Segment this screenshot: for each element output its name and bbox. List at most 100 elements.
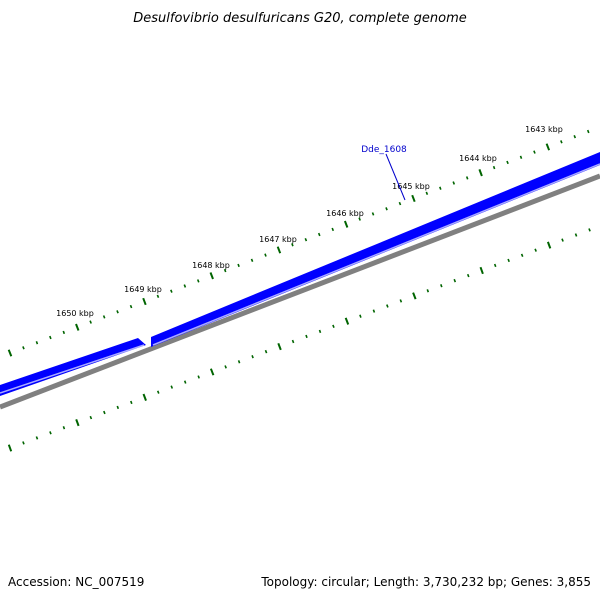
outer-tick-minor bbox=[291, 243, 294, 247]
inner-tick-minor bbox=[332, 324, 335, 328]
tick-label: 1647 kbp bbox=[259, 235, 297, 244]
outer-tick-major bbox=[343, 220, 349, 228]
inner-tick-minor bbox=[359, 314, 362, 318]
outer-tick-minor bbox=[358, 217, 361, 221]
gene-label-leader bbox=[385, 153, 406, 201]
map-title: Desulfovibrio desulfuricans G20, complet… bbox=[133, 11, 467, 26]
inner-tick-minor bbox=[224, 365, 227, 369]
outer-tick-major bbox=[478, 169, 483, 177]
outer-tick-minor bbox=[196, 279, 200, 283]
inner-tick-major bbox=[142, 393, 147, 401]
genome-backbone bbox=[0, 173, 600, 410]
accession-text: Accession: NC_007519 bbox=[8, 575, 144, 589]
inner-tick-minor bbox=[62, 426, 66, 430]
inner-tick-minor bbox=[399, 299, 403, 303]
outer-tick-minor bbox=[304, 238, 308, 242]
tick-label: 1646 kbp bbox=[326, 209, 364, 218]
inner-tick-minor bbox=[305, 334, 308, 339]
inner-tick-minor bbox=[493, 263, 497, 268]
tick-label: 1643 kbp bbox=[525, 125, 563, 134]
inner-tick-minor bbox=[264, 349, 268, 354]
outer-tick-minor bbox=[129, 304, 133, 309]
outer-tick-minor bbox=[560, 140, 563, 144]
inner-tick-minor bbox=[49, 431, 52, 435]
outer-tick-major bbox=[209, 272, 214, 280]
inner-tick-minor bbox=[318, 329, 322, 334]
outer-tick-minor bbox=[183, 284, 187, 288]
tick-label: 1649 kbp bbox=[124, 285, 162, 294]
inner-tick-minor bbox=[440, 284, 443, 288]
outer-tick-minor bbox=[465, 176, 469, 180]
outer-tick-ruler bbox=[7, 129, 590, 357]
inner-tick-major bbox=[546, 241, 552, 249]
outer-tick-major bbox=[276, 246, 282, 254]
outer-tick-minor bbox=[22, 346, 25, 350]
gene-feature-left[interactable] bbox=[0, 338, 146, 396]
outer-tick-minor bbox=[116, 310, 119, 314]
gene-feature-dde-1608[interactable] bbox=[151, 152, 600, 347]
gene-highlight-right bbox=[152, 163, 600, 346]
inner-tick-minor bbox=[237, 360, 241, 364]
outer-tick-minor bbox=[439, 186, 442, 190]
inner-tick-minor bbox=[291, 339, 295, 344]
outer-tick-minor bbox=[264, 253, 267, 257]
outer-tick-minor bbox=[317, 232, 321, 237]
outer-tick-minor bbox=[506, 160, 509, 165]
inner-tick-minor bbox=[183, 380, 187, 384]
inner-tick-minor bbox=[35, 436, 39, 440]
outer-tick-minor bbox=[452, 181, 456, 185]
outer-tick-minor bbox=[586, 129, 590, 134]
outer-tick-major bbox=[545, 143, 551, 151]
outer-tick-minor bbox=[237, 263, 240, 268]
inner-tick-major bbox=[479, 266, 484, 275]
tick-labels: 1643 kbp 1644 kbp 1645 kbp 1646 kbp 1647 kbp… bbox=[56, 125, 563, 318]
inner-tick-minor bbox=[89, 415, 93, 420]
outer-tick-minor bbox=[102, 315, 106, 319]
inner-tick-minor bbox=[103, 410, 106, 415]
inner-tick-minor bbox=[453, 278, 457, 283]
inner-tick-minor bbox=[507, 258, 510, 263]
outer-tick-major bbox=[7, 349, 13, 357]
outer-tick-major bbox=[142, 297, 147, 306]
tick-label: 1648 kbp bbox=[192, 261, 230, 270]
outer-tick-minor bbox=[385, 207, 388, 211]
inner-tick-minor bbox=[22, 441, 25, 445]
outer-tick-minor bbox=[156, 294, 160, 298]
outer-tick-minor bbox=[492, 165, 496, 170]
inner-tick-major bbox=[209, 368, 215, 376]
inner-tick-minor bbox=[386, 304, 389, 308]
inner-tick-minor bbox=[426, 289, 430, 293]
outer-tick-minor bbox=[533, 150, 536, 154]
inner-tick-minor bbox=[520, 253, 524, 257]
genome-summary-text: Topology: circular; Length: 3,730,232 bp… bbox=[260, 575, 591, 589]
outer-tick-minor bbox=[170, 289, 173, 293]
outer-tick-minor bbox=[331, 227, 335, 232]
inner-tick-minor bbox=[588, 228, 591, 232]
gene-label-dde-1608[interactable]: Dde_1608 bbox=[361, 145, 407, 155]
inner-tick-minor bbox=[561, 238, 564, 242]
gene-highlight-left bbox=[0, 344, 145, 394]
inner-tick-minor bbox=[372, 309, 376, 313]
tick-label: 1645 kbp bbox=[392, 182, 430, 191]
inner-tick-minor bbox=[574, 233, 578, 237]
inner-tick-minor bbox=[197, 375, 200, 379]
inner-tick-ruler bbox=[7, 228, 591, 452]
inner-tick-minor bbox=[466, 273, 470, 278]
inner-tick-minor bbox=[534, 248, 537, 252]
outer-tick-minor bbox=[371, 212, 375, 216]
inner-tick-minor bbox=[170, 385, 174, 389]
outer-tick-minor bbox=[89, 320, 92, 324]
inner-tick-major bbox=[344, 317, 350, 325]
outer-tick-minor bbox=[250, 258, 254, 262]
inner-tick-minor bbox=[130, 400, 133, 405]
outer-tick-minor bbox=[49, 335, 52, 340]
outer-tick-minor bbox=[398, 201, 402, 206]
outer-tick-minor bbox=[573, 135, 577, 139]
inner-tick-minor bbox=[116, 405, 120, 410]
inner-tick-minor bbox=[251, 355, 254, 359]
tick-label: 1650 kbp bbox=[56, 309, 94, 318]
outer-tick-minor bbox=[223, 268, 227, 273]
inner-tick-major bbox=[277, 342, 282, 351]
outer-tick-minor bbox=[519, 155, 523, 159]
